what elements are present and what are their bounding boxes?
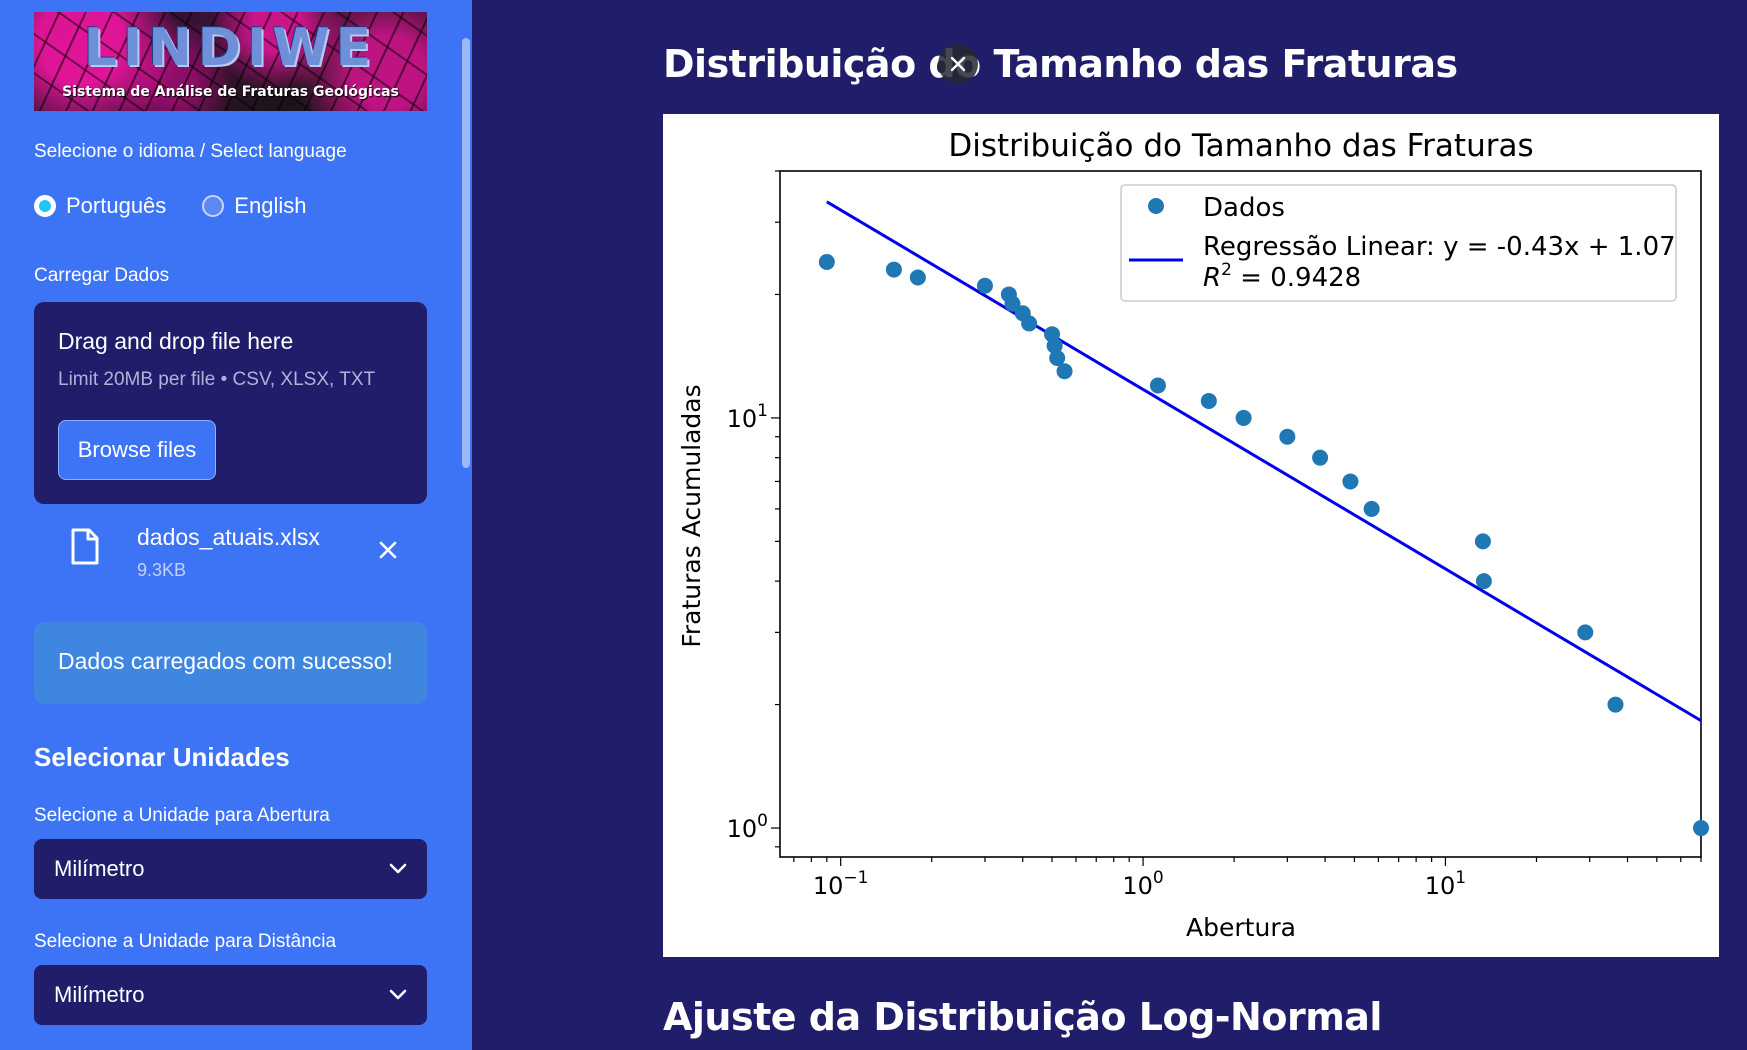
x-tick-label: 10−1 <box>813 868 869 900</box>
data-point <box>1475 573 1492 590</box>
legend-marker-dados <box>1148 198 1164 214</box>
upload-label: Carregar Dados <box>34 265 170 286</box>
legend-label-regression: Regressão Linear: y = -0.43x + 1.07 <box>1203 232 1676 262</box>
section-heading-lognormal: Ajuste da Distribuição Log-Normal <box>663 995 1382 1039</box>
dropzone-limit-text: Limit 20MB per file • CSV, XLSX, TXT <box>58 369 376 390</box>
remove-file-icon[interactable] <box>376 538 400 562</box>
regression-line <box>826 200 1702 722</box>
legend-label-dados: Dados <box>1203 193 1285 223</box>
language-radio-group: Português English <box>34 193 332 219</box>
y-axis-label: Fraturas Acumuladas <box>677 384 706 647</box>
y-tick-label: 101 <box>727 401 768 433</box>
file-icon <box>71 528 99 565</box>
close-icon <box>950 56 966 72</box>
radio-checked-icon[interactable] <box>34 195 56 217</box>
data-point <box>818 253 835 270</box>
data-point <box>1235 409 1252 426</box>
data-point <box>909 269 926 286</box>
data-point <box>1693 820 1709 837</box>
chart-figure: Distribuição do Tamanho das Fraturas 10−… <box>663 114 1719 957</box>
select-value: Milímetro <box>54 982 145 1007</box>
data-point <box>1049 349 1066 366</box>
data-point <box>1474 533 1491 550</box>
data-point <box>1021 315 1038 332</box>
x-tick-label: 100 <box>1122 868 1163 900</box>
language-option-label: English <box>234 193 307 218</box>
language-option-label: Português <box>66 193 167 218</box>
close-button[interactable] <box>938 44 978 84</box>
y-tick-label: 100 <box>727 811 768 843</box>
distance-unit-select[interactable]: Milímetro <box>34 965 427 1025</box>
aperture-unit-label: Selecione a Unidade para Abertura <box>34 805 330 826</box>
data-point <box>1342 473 1359 490</box>
uploaded-file: dados_atuais.xlsx 9.3KB <box>70 520 430 590</box>
data-point <box>1149 377 1166 394</box>
legend-box <box>1120 184 1677 302</box>
data-point <box>1046 337 1063 354</box>
data-point <box>1577 624 1594 641</box>
data-point <box>1004 295 1021 312</box>
x-tick-label: 101 <box>1425 868 1466 900</box>
file-name: dados_atuais.xlsx <box>137 524 320 550</box>
x-axis-label: Abertura <box>1186 913 1296 942</box>
logo-subtitle: Sistema de Análise de Fraturas Geológica… <box>62 84 399 100</box>
plot-area: 10−1 100 101 100 101 Dados Regressão Linear: y… <box>727 170 1709 900</box>
logo-title: LINDIWE <box>83 18 378 78</box>
dropzone-text: Drag and drop file here <box>58 328 294 354</box>
sidebar: LINDIWE Sistema de Análise de Fraturas G… <box>0 0 472 1050</box>
file-dropzone[interactable]: Drag and drop file here Limit 20MB per f… <box>34 302 427 504</box>
logo-background <box>34 12 427 111</box>
file-size: 9.3KB <box>137 560 187 580</box>
radio-unchecked-icon[interactable] <box>202 195 225 217</box>
browse-files-button[interactable]: Browse files <box>58 420 216 480</box>
language-option-portugues[interactable]: Português <box>34 193 166 219</box>
data-point <box>1279 428 1296 445</box>
legend-label-r2: R2 = 0.9428 <box>1203 260 1361 293</box>
distance-unit-label: Selecione a Unidade para Distância <box>34 931 337 952</box>
success-alert: Dados carregados com sucesso! <box>34 622 427 704</box>
page-title: Distribuição do Tamanho das Fraturas <box>663 42 1458 86</box>
data-point <box>1056 363 1073 380</box>
app-logo: LINDIWE Sistema de Análise de Fraturas G… <box>34 12 427 111</box>
units-heading: Selecionar Unidades <box>34 742 290 772</box>
aperture-unit-select[interactable]: Milímetro <box>34 839 427 899</box>
data-point <box>1363 500 1380 517</box>
chart-svg: Distribuição do Tamanho das Fraturas 10−… <box>677 128 1709 942</box>
data-point <box>1200 392 1217 409</box>
data-point <box>1607 696 1624 713</box>
plot-frame <box>779 170 1702 858</box>
chevron-down-icon <box>389 863 407 874</box>
chart-title: Distribuição do Tamanho das Fraturas <box>948 128 1533 164</box>
data-point <box>1312 449 1329 466</box>
data-point <box>976 277 993 294</box>
select-value: Milímetro <box>54 856 145 881</box>
chevron-down-icon <box>389 989 407 1000</box>
language-label: Selecione o idioma / Select language <box>34 141 347 162</box>
sidebar-scrollbar[interactable] <box>462 38 470 468</box>
data-point <box>885 261 902 278</box>
language-option-english[interactable]: English <box>202 193 306 219</box>
